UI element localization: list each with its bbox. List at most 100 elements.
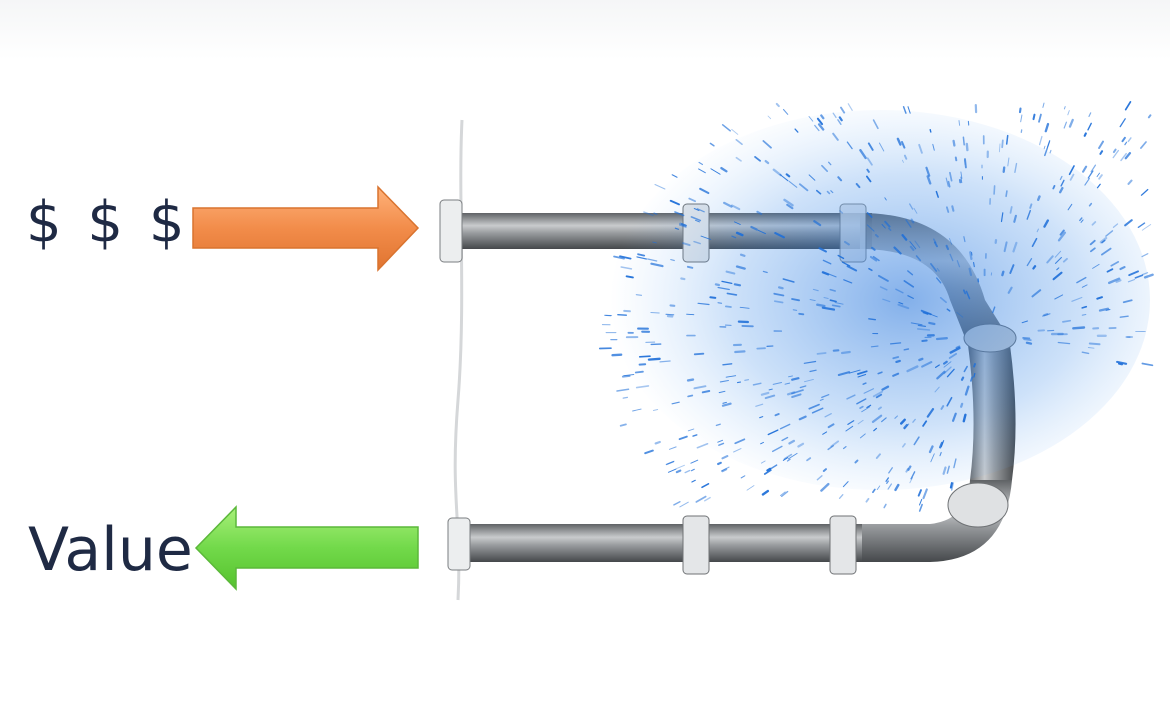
water-droplet <box>731 204 741 211</box>
water-droplet <box>903 348 910 351</box>
water-droplet <box>839 210 844 214</box>
water-droplet <box>993 185 996 195</box>
water-droplet <box>831 304 841 308</box>
water-droplet <box>1098 307 1110 312</box>
water-droplet <box>965 290 971 300</box>
water-droplet <box>791 389 804 395</box>
water-droplet <box>1119 266 1126 271</box>
water-droplet <box>1059 175 1063 181</box>
water-droplet <box>875 233 879 238</box>
water-droplet <box>1023 338 1032 341</box>
water-droplet <box>693 352 705 356</box>
water-droplet <box>903 154 908 160</box>
water-droplet <box>837 254 845 260</box>
water-droplet <box>621 374 631 378</box>
water-droplet <box>926 175 932 185</box>
water-droplet <box>1072 326 1086 330</box>
water-droplet <box>905 219 912 228</box>
water-droplet <box>788 180 798 188</box>
water-droplet <box>960 176 963 184</box>
water-droplet <box>710 168 721 175</box>
water-droplet <box>1105 230 1114 237</box>
water-droplet <box>692 434 698 437</box>
water-droplet <box>973 261 975 268</box>
water-droplet <box>812 288 819 292</box>
water-droplet <box>886 480 889 484</box>
water-droplet <box>921 361 933 368</box>
water-droplet <box>1001 139 1004 149</box>
water-droplet <box>1081 351 1090 355</box>
water-droplet <box>1084 177 1090 186</box>
water-droplet <box>1043 219 1050 228</box>
water-droplet <box>1032 113 1036 121</box>
water-droplet <box>791 377 800 381</box>
water-droplet <box>962 136 965 146</box>
water-droplet <box>872 119 879 130</box>
water-droplet <box>936 370 946 380</box>
water-droplet <box>1076 276 1087 284</box>
water-droplet <box>680 277 686 281</box>
water-droplet <box>1110 261 1120 267</box>
water-droplet <box>840 350 851 355</box>
water-droplet <box>884 220 891 228</box>
water-droplet <box>1087 347 1095 349</box>
water-droplet <box>1069 173 1075 181</box>
water-droplet <box>964 158 967 169</box>
water-droplet <box>1056 267 1060 271</box>
water-droplet <box>932 143 935 151</box>
water-droplet <box>892 356 900 360</box>
water-droplet <box>823 297 829 299</box>
water-droplet <box>721 124 731 132</box>
water-droplet <box>701 390 711 394</box>
water-droplet <box>1022 337 1031 340</box>
water-droplet <box>949 482 953 489</box>
water-droplet <box>809 369 817 373</box>
water-droplet <box>700 235 711 240</box>
water-droplet <box>897 303 910 310</box>
water-droplet <box>813 220 822 227</box>
water-droplet <box>847 420 855 425</box>
water-droplet <box>907 270 914 276</box>
water-droplet <box>870 345 879 348</box>
water-droplet <box>1001 270 1005 277</box>
water-droplet <box>955 345 961 349</box>
water-droplet <box>894 483 900 492</box>
water-droplet <box>820 114 825 120</box>
water-droplet <box>834 302 844 305</box>
water-droplet <box>953 458 957 469</box>
water-droplet <box>1112 223 1119 228</box>
water-droplet <box>763 469 772 475</box>
water-droplet <box>783 453 793 460</box>
water-droplet <box>909 241 917 250</box>
water-droplet <box>1140 141 1147 149</box>
water-droplet <box>1067 203 1073 211</box>
water-droplet <box>786 203 794 210</box>
water-droplet <box>750 225 758 231</box>
water-droplet <box>928 321 936 326</box>
water-droplet <box>671 174 678 178</box>
water-droplet <box>696 442 709 449</box>
water-droplet <box>665 460 675 466</box>
water-droplet <box>760 441 764 445</box>
water-droplet <box>1021 320 1028 324</box>
water-droplet <box>764 394 776 400</box>
water-droplet <box>925 166 931 177</box>
water-droplet <box>686 378 695 382</box>
water-droplet <box>1089 239 1096 246</box>
water-droplet <box>960 171 963 179</box>
water-droplet <box>871 246 876 251</box>
water-droplet <box>903 280 915 288</box>
water-droplet <box>674 211 685 217</box>
water-droplet <box>1119 315 1129 318</box>
water-droplet <box>816 117 824 126</box>
water-droplet <box>669 199 680 206</box>
water-droplet <box>1087 170 1094 179</box>
water-droplet <box>760 391 770 396</box>
water-droplet <box>848 369 861 374</box>
water-droplet <box>722 401 727 404</box>
water-droplet <box>613 255 625 260</box>
water-droplet <box>632 408 642 412</box>
water-droplet <box>617 314 627 316</box>
water-droplet <box>754 155 761 162</box>
water-droplet <box>962 413 967 423</box>
